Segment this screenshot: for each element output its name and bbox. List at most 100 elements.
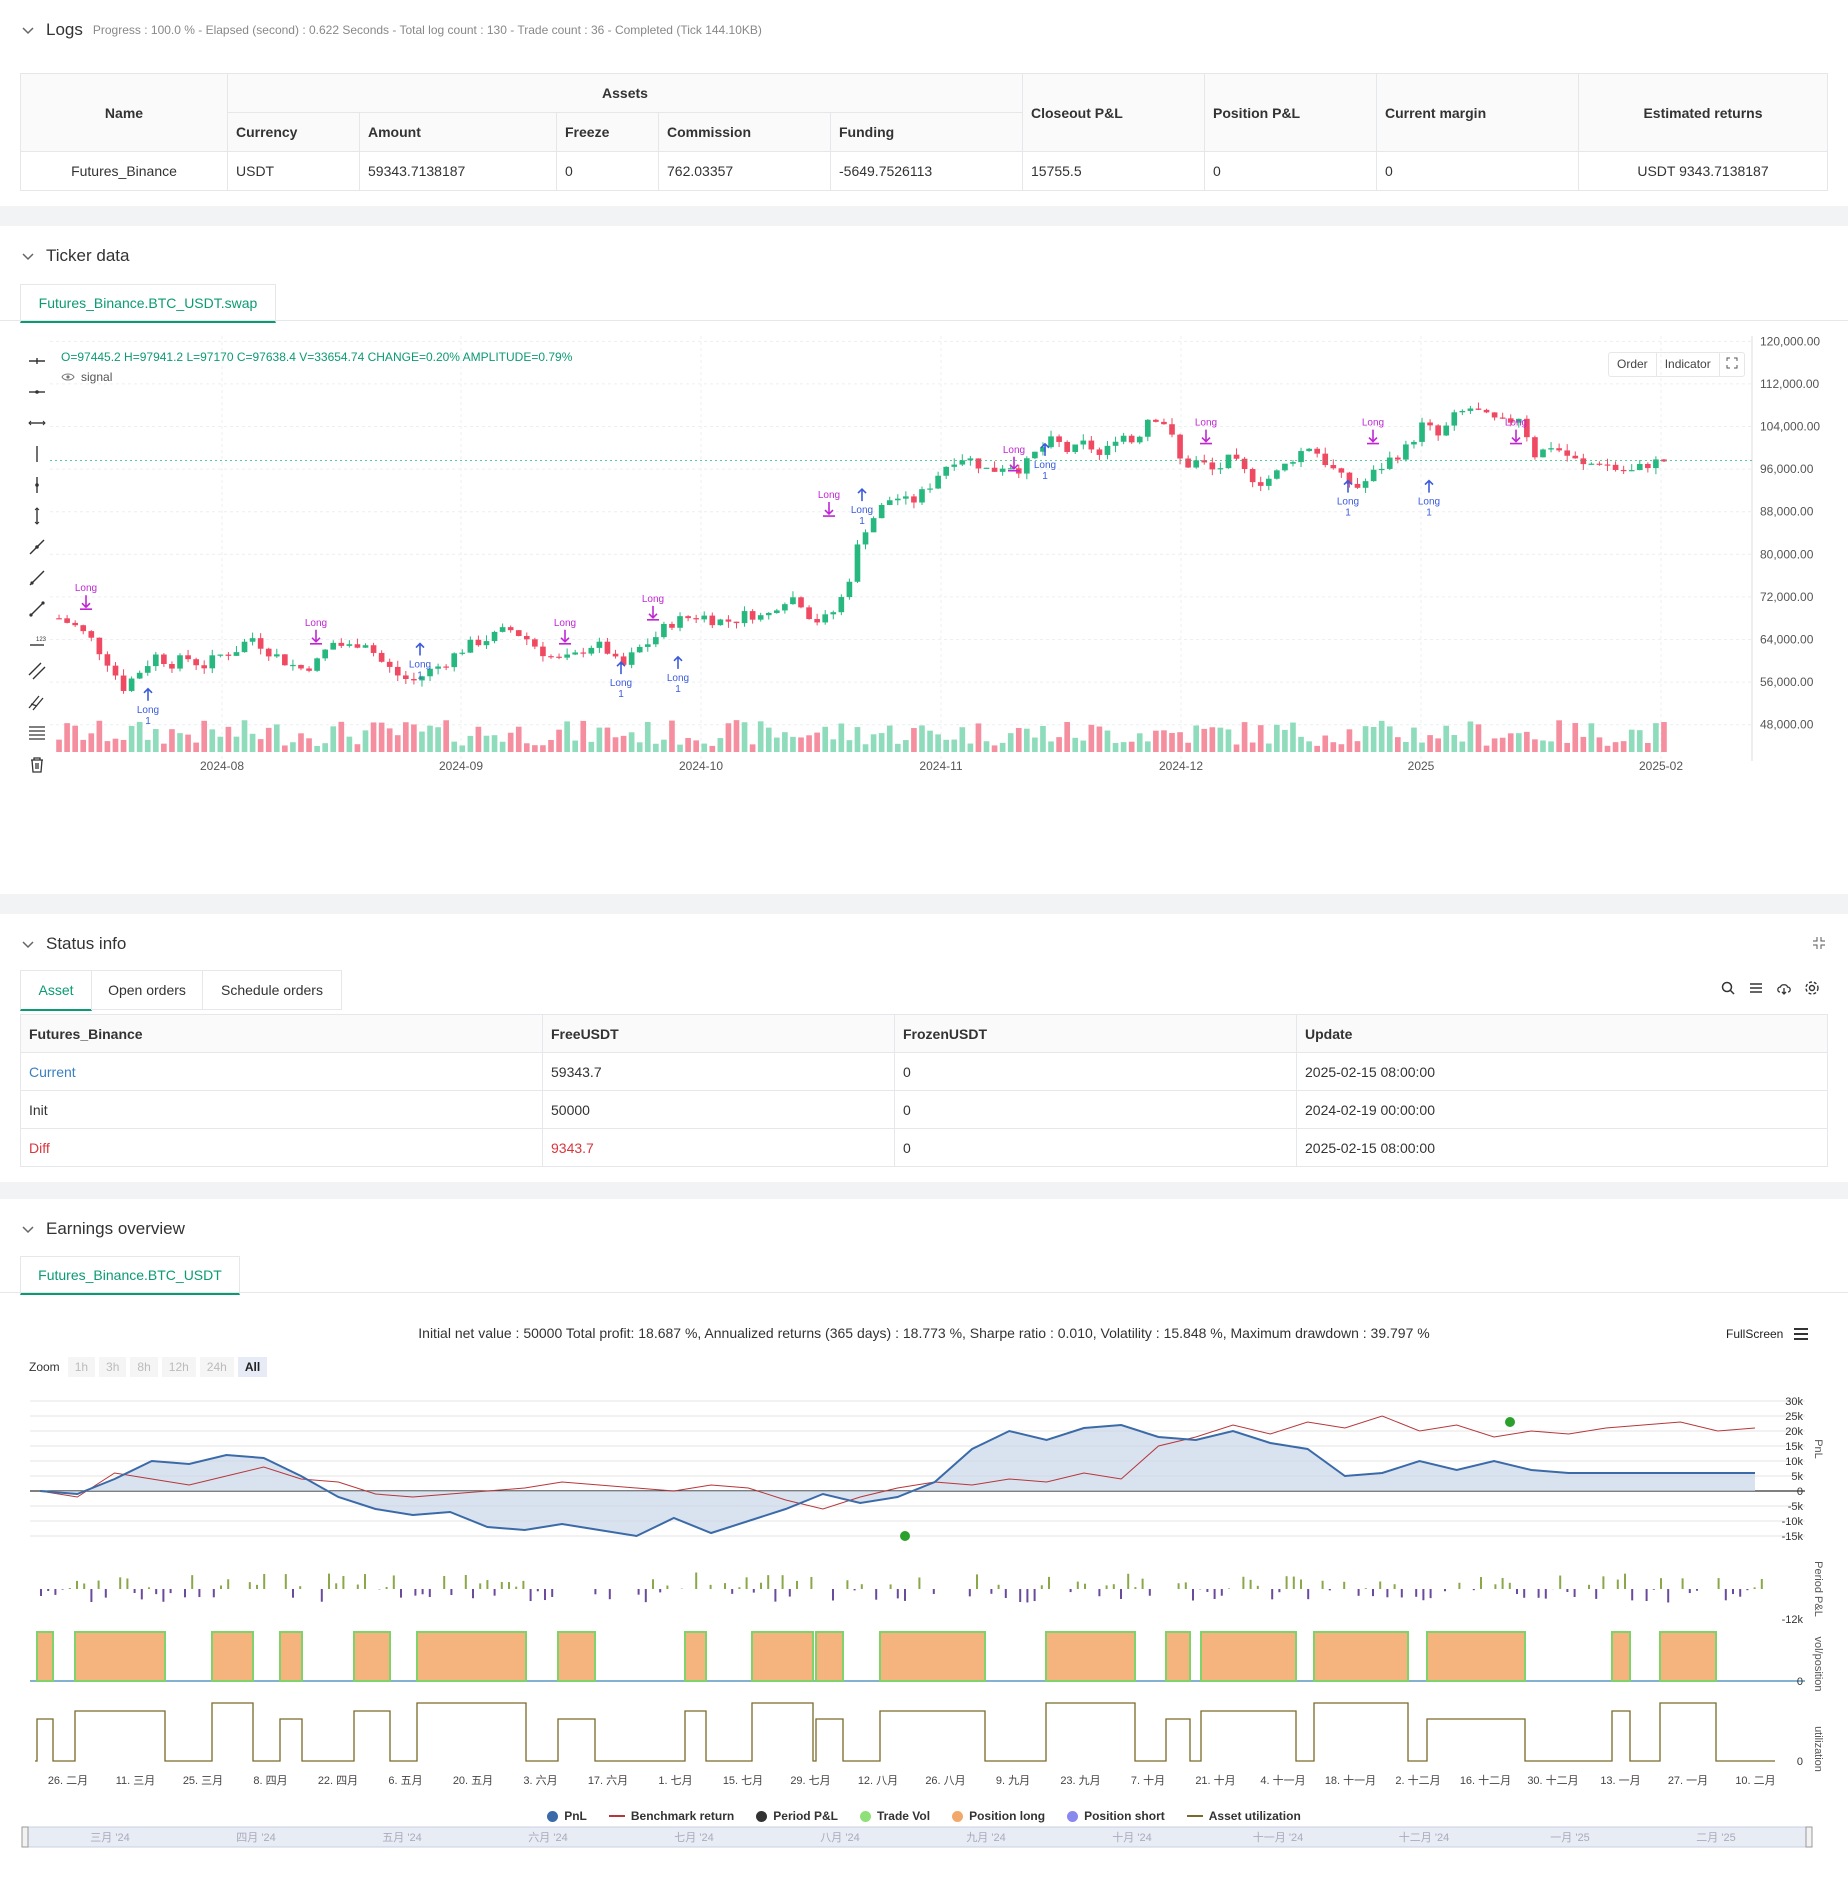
candlestick-chart[interactable]: Long Long Long Long Long Long Long Long Long Long… bbox=[0, 326, 1848, 886]
trend-line-icon[interactable] bbox=[27, 537, 47, 557]
volume-bar bbox=[1136, 733, 1143, 752]
chevron-down-icon[interactable] bbox=[20, 22, 36, 38]
legend-item[interactable]: PnL bbox=[547, 1809, 587, 1823]
tab-asset[interactable]: Asset bbox=[20, 970, 92, 1011]
position-long-block bbox=[1313, 1631, 1409, 1682]
price-label-icon[interactable]: 123 bbox=[27, 630, 47, 650]
fullscreen-button[interactable]: FullScreen bbox=[1726, 1327, 1809, 1341]
parallel-channel-icon[interactable] bbox=[27, 661, 47, 681]
candle-body bbox=[1564, 450, 1571, 456]
legend-item[interactable]: Period P&L bbox=[756, 1809, 838, 1823]
signal-arrow-entry bbox=[1040, 442, 1050, 456]
tab-earnings-symbol[interactable]: Futures_Binance.BTC_USDT bbox=[20, 1256, 240, 1295]
volume-bar bbox=[249, 733, 256, 752]
candle-body bbox=[1128, 435, 1135, 443]
candle-body bbox=[1024, 458, 1030, 474]
period-pnl-bar bbox=[1573, 1589, 1576, 1598]
period-pnl-bar bbox=[1753, 1587, 1756, 1589]
period-pnl-bar bbox=[443, 1576, 446, 1589]
earnings-header[interactable]: Earnings overview bbox=[20, 1219, 185, 1239]
period-pnl-bar bbox=[896, 1589, 899, 1599]
zoom-selector: Zoom 1h 3h 8h 12h 24h All bbox=[29, 1357, 268, 1377]
signal-legend[interactable]: signal bbox=[61, 370, 112, 384]
signal-arrow-exit bbox=[1510, 429, 1522, 445]
tab-ticker-symbol[interactable]: Futures_Binance.BTC_USDT.swap bbox=[20, 284, 276, 323]
candle-body bbox=[612, 653, 619, 657]
status-header[interactable]: Status info bbox=[20, 934, 126, 954]
fibonacci-icon[interactable] bbox=[27, 723, 47, 743]
period-pnl-bar bbox=[724, 1583, 726, 1589]
signal-label-exit: Long bbox=[75, 583, 97, 594]
volume-bar bbox=[943, 739, 950, 752]
pnl-tick-label: 15k bbox=[1785, 1441, 1803, 1453]
vertical-segment-icon[interactable] bbox=[27, 475, 47, 495]
legend-line-icon bbox=[1186, 1815, 1203, 1817]
candle-body bbox=[459, 652, 466, 654]
zoom-1h[interactable]: 1h bbox=[67, 1357, 96, 1377]
period-pnl-bar bbox=[1220, 1589, 1223, 1596]
signal-arrow-exit bbox=[1008, 456, 1020, 472]
x-tick-label: 27. 一月 bbox=[1668, 1775, 1708, 1787]
gear-icon[interactable] bbox=[1804, 980, 1820, 996]
chevron-down-icon[interactable] bbox=[20, 248, 36, 264]
expand-icon[interactable] bbox=[1720, 353, 1744, 376]
period-pnl-bar bbox=[1523, 1589, 1526, 1598]
axis-title: utilization bbox=[1812, 1726, 1824, 1772]
legend-label: Benchmark return bbox=[630, 1809, 735, 1823]
trash-icon[interactable] bbox=[27, 754, 47, 774]
tab-schedule-orders[interactable]: Schedule orders bbox=[202, 970, 342, 1010]
cloud-download-icon[interactable] bbox=[1776, 980, 1792, 996]
col-account: Futures_Binance bbox=[20, 1014, 543, 1053]
tab-open-orders[interactable]: Open orders bbox=[91, 970, 203, 1010]
candle-body bbox=[846, 581, 853, 598]
menu-icon[interactable] bbox=[1793, 1327, 1809, 1341]
horizontal-line-icon[interactable] bbox=[27, 382, 47, 402]
indicator-button[interactable]: Indicator bbox=[1657, 353, 1720, 376]
volume-bar bbox=[790, 736, 796, 752]
segment-icon[interactable] bbox=[27, 568, 47, 588]
legend-item[interactable]: Asset utilization bbox=[1186, 1809, 1301, 1823]
zoom-8h[interactable]: 8h bbox=[130, 1357, 158, 1377]
candle-body bbox=[330, 642, 337, 650]
vertical-line-icon[interactable] bbox=[27, 444, 47, 464]
legend-item[interactable]: Position long bbox=[952, 1809, 1045, 1823]
chevron-down-icon[interactable] bbox=[20, 1221, 36, 1237]
zoom-24h[interactable]: 24h bbox=[199, 1357, 234, 1377]
ticker-header[interactable]: Ticker data bbox=[20, 246, 129, 266]
candle-body bbox=[467, 639, 474, 653]
vertical-ray-icon[interactable] bbox=[27, 506, 47, 526]
menu-icon[interactable] bbox=[1748, 980, 1764, 996]
arrow-line-icon[interactable] bbox=[27, 599, 47, 619]
order-button[interactable]: Order bbox=[1609, 353, 1657, 376]
candle-body bbox=[80, 625, 87, 632]
signal-label-entry: Long bbox=[667, 673, 689, 684]
ray-icon[interactable] bbox=[27, 413, 47, 433]
volume-bar bbox=[749, 744, 756, 752]
zoom-all[interactable]: All bbox=[237, 1357, 268, 1377]
zoom-12h[interactable]: 12h bbox=[161, 1357, 196, 1377]
candle-body bbox=[1217, 468, 1224, 470]
search-icon[interactable] bbox=[1720, 980, 1736, 996]
crosshair-icon[interactable] bbox=[27, 351, 47, 371]
legend-item[interactable]: Trade Vol bbox=[859, 1809, 930, 1823]
candle-body bbox=[1290, 462, 1296, 464]
navigator-label: 四月 '24 bbox=[236, 1832, 275, 1844]
pitchfork-icon[interactable] bbox=[27, 692, 47, 712]
volume-bar bbox=[653, 743, 659, 752]
volume-bar bbox=[1532, 739, 1538, 752]
cell-freeze: 0 bbox=[556, 151, 659, 191]
col-currency: Currency bbox=[227, 112, 360, 152]
earnings-chart[interactable]: 30k 25k 20k 15k 10k 5k 0 -5k -10k -15k PnL Period P… bbox=[0, 1389, 1848, 1869]
eye-icon[interactable] bbox=[61, 372, 75, 382]
collapse-icon[interactable] bbox=[1812, 936, 1826, 950]
chevron-down-icon[interactable] bbox=[20, 936, 36, 952]
legend-dot-icon bbox=[547, 1810, 559, 1822]
candle-body bbox=[1636, 463, 1643, 471]
zoom-3h[interactable]: 3h bbox=[99, 1357, 127, 1377]
volume-bar bbox=[201, 720, 208, 752]
logs-header[interactable]: Logs Progress : 100.0 % - Elapsed (secon… bbox=[20, 20, 762, 40]
legend-item[interactable]: Benchmark return bbox=[608, 1809, 735, 1823]
legend-item[interactable]: Position short bbox=[1067, 1809, 1165, 1823]
volume-bar bbox=[1080, 740, 1087, 752]
volume-bar bbox=[644, 721, 651, 752]
